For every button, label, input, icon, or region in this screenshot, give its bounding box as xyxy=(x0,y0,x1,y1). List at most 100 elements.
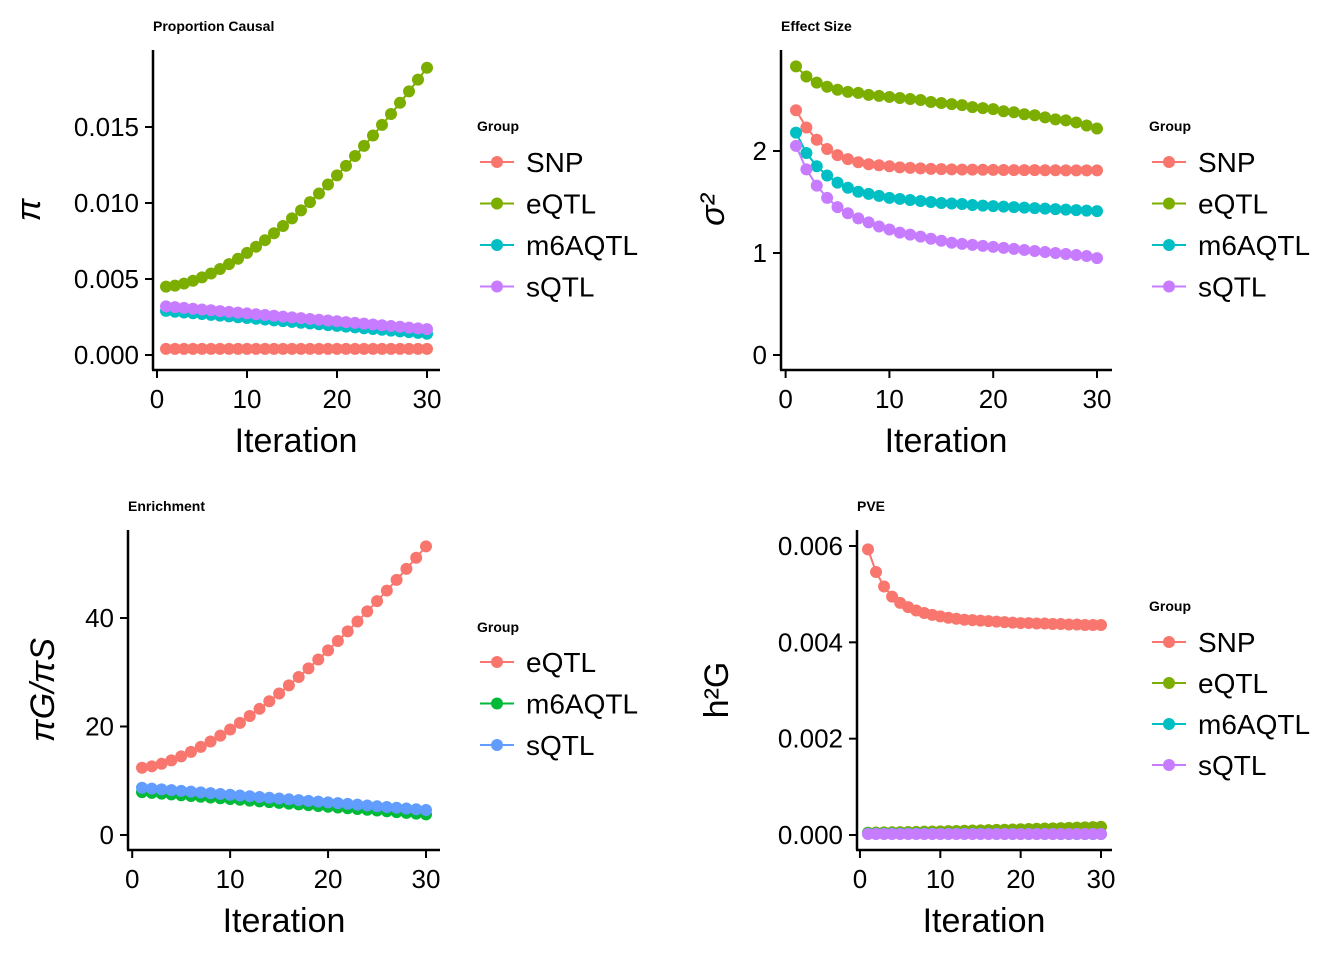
x-ticks: 0 10 20 30 xyxy=(778,370,1111,414)
x-ticks: 0 10 20 30 xyxy=(150,370,442,414)
data-point xyxy=(841,85,854,98)
data-point xyxy=(410,803,423,816)
data-point xyxy=(250,342,262,355)
legend-label: sQTL xyxy=(1198,272,1266,303)
y-tick-label: 0 xyxy=(753,340,767,370)
data-point xyxy=(155,757,168,770)
data-point xyxy=(893,161,906,174)
panel-title: PVE xyxy=(857,498,885,514)
panel-proportion-causal: Proportion Causal Iteration π 0.000 0.005… xyxy=(10,18,638,460)
y-tick-label: 0.010 xyxy=(74,188,139,218)
data-point xyxy=(800,70,813,83)
data-point xyxy=(145,782,158,795)
data-point xyxy=(976,102,989,115)
data-point xyxy=(194,740,207,753)
data-point xyxy=(1018,201,1031,214)
data-point xyxy=(204,735,217,748)
data-point xyxy=(277,219,289,232)
data-point xyxy=(178,277,190,290)
legend-label: eQTL xyxy=(1198,189,1268,220)
data-point xyxy=(232,252,244,265)
data-point xyxy=(160,280,172,293)
data-point xyxy=(914,230,927,243)
data-point xyxy=(852,185,865,198)
data-point xyxy=(421,323,433,336)
series-SNP xyxy=(790,104,1103,177)
data-point xyxy=(224,723,237,736)
data-point xyxy=(1007,242,1020,255)
data-point xyxy=(987,163,1000,176)
data-point xyxy=(390,801,403,814)
data-point xyxy=(196,271,208,284)
y-axis-title: h²G xyxy=(698,662,736,719)
y-tick-label: 0 xyxy=(100,820,114,850)
data-point xyxy=(893,226,906,239)
data-point xyxy=(295,312,307,325)
legend-label: eQTL xyxy=(526,647,596,678)
data-point xyxy=(351,615,364,628)
legend: Group SNP eQTL m6AQTL sQTL xyxy=(1149,118,1310,303)
data-point xyxy=(232,306,244,319)
y-tick-label: 0.015 xyxy=(74,112,139,142)
data-point xyxy=(893,192,906,205)
data-point xyxy=(385,320,397,333)
x-tick-label: 30 xyxy=(413,384,442,414)
data-point xyxy=(1091,164,1103,177)
y-ticks: 0.000 0.005 0.010 0.015 xyxy=(74,112,153,370)
series-line xyxy=(141,545,427,769)
data-point xyxy=(367,318,379,331)
data-point xyxy=(184,745,197,758)
data-point xyxy=(1039,164,1052,177)
data-point xyxy=(376,342,388,355)
legend-key-point xyxy=(491,656,503,668)
data-point xyxy=(862,158,875,171)
data-point xyxy=(340,316,352,329)
legend-label: SNP xyxy=(1198,147,1256,178)
data-point xyxy=(253,702,266,715)
data-point xyxy=(250,308,262,321)
legend-item-sQTL: sQTL xyxy=(480,272,594,303)
data-point xyxy=(790,126,802,139)
data-point xyxy=(904,92,917,105)
legend-key-point xyxy=(1163,156,1175,168)
data-point xyxy=(292,794,305,807)
y-axis-title: πG/πS xyxy=(24,638,62,742)
x-tick-label: 10 xyxy=(233,384,262,414)
data-point xyxy=(341,797,354,810)
legend-label: m6AQTL xyxy=(526,230,638,261)
data-point xyxy=(1059,248,1072,261)
x-tick-label: 0 xyxy=(125,864,139,894)
data-point xyxy=(187,342,199,355)
data-point xyxy=(873,159,886,172)
legend-item-SNP: SNP xyxy=(480,147,584,178)
data-point xyxy=(852,212,865,225)
data-point xyxy=(956,99,969,112)
data-point xyxy=(420,804,432,817)
data-point xyxy=(1007,106,1020,119)
data-point xyxy=(295,342,307,355)
data-point xyxy=(286,311,298,324)
data-point xyxy=(883,191,896,204)
legend-key-point xyxy=(1163,677,1175,689)
data-point xyxy=(376,319,388,332)
y-axis-title-text: σ² xyxy=(694,192,732,226)
data-point xyxy=(155,783,168,796)
legend-label: sQTL xyxy=(526,730,594,761)
x-axis-title: Iteration xyxy=(923,902,1046,940)
legend-key-point xyxy=(491,197,503,210)
data-point xyxy=(1070,116,1083,129)
data-point xyxy=(1007,164,1020,177)
data-point xyxy=(263,791,276,804)
data-point xyxy=(273,687,286,700)
data-point xyxy=(997,200,1010,213)
legend-key-point xyxy=(491,739,503,751)
data-point xyxy=(312,653,325,666)
data-point xyxy=(223,258,235,271)
legend-item-eQTL: eQTL xyxy=(480,189,596,220)
data-point xyxy=(410,551,423,564)
data-point xyxy=(385,107,397,120)
data-point xyxy=(349,342,361,355)
data-point xyxy=(1095,828,1107,841)
data-point xyxy=(268,227,280,240)
data-point xyxy=(966,238,979,251)
